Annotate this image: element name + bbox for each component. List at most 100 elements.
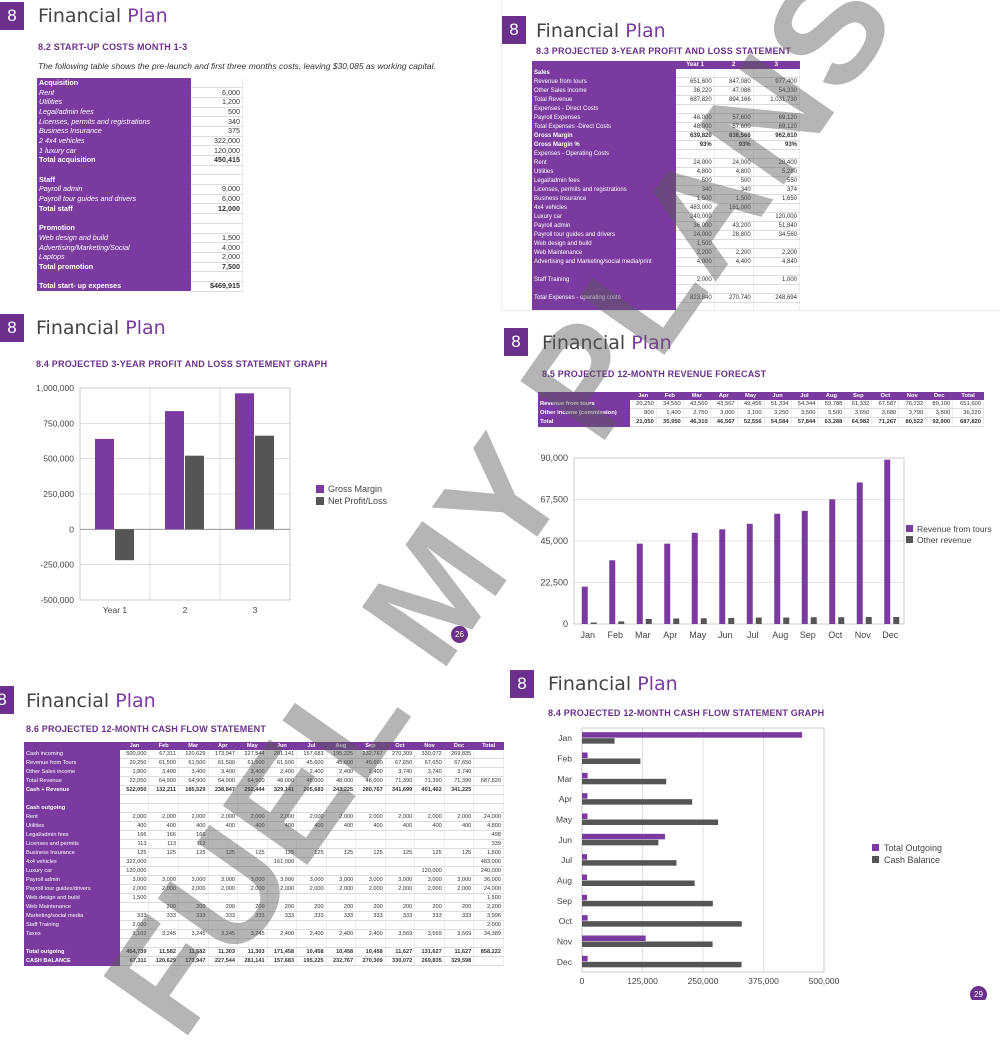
cell-value	[148, 920, 179, 930]
table-row: Total Expenses - operating costs 823,840 2…	[532, 293, 801, 303]
y-tick-label: Sep	[557, 896, 572, 906]
cell-value: 200	[208, 902, 239, 912]
bar	[801, 510, 808, 624]
cell-value: 836,566	[714, 131, 754, 141]
cell-value: 4,840	[753, 257, 801, 267]
cell-value: 2,200	[676, 248, 715, 258]
cell-value	[355, 830, 386, 840]
table-row: Total acquisition 450,415	[37, 155, 243, 166]
x-tick-label: Year 1	[103, 605, 128, 615]
bar	[582, 880, 695, 886]
cell-value	[473, 767, 504, 777]
table-row: Staff Training 2,000 2,000	[24, 920, 504, 930]
cell-value	[414, 794, 445, 804]
cell-value: 333	[296, 911, 327, 921]
cell-value: 2,200	[714, 248, 754, 258]
table-row: 1 luxury car 120,000	[37, 145, 243, 156]
row-label: Total staff	[37, 203, 191, 214]
cell-value	[753, 203, 801, 213]
bar	[865, 617, 872, 624]
y-tick-label: Dec	[557, 957, 573, 967]
table-row: Sales	[532, 69, 801, 78]
cell-value: 400	[148, 821, 179, 831]
table-row: Staff Training 2,000 1,000	[532, 275, 801, 285]
row-value	[191, 213, 243, 224]
cell-value: 71,390	[444, 776, 475, 786]
row-label: Marketing/social media	[24, 911, 120, 921]
cell-value: 270,309	[385, 750, 416, 759]
cell-value: 2,000	[414, 884, 445, 894]
cell-value: 2,000	[444, 812, 475, 822]
cell-value: 69,120	[753, 122, 801, 132]
row-label: Web design and build	[24, 893, 120, 903]
cell-value: 962,610	[753, 131, 801, 141]
cell-value: 2,000	[444, 884, 475, 894]
cell-value: 1,800	[120, 767, 150, 777]
cell-value	[714, 266, 754, 276]
legend-swatch	[316, 497, 324, 505]
cell-value	[385, 839, 416, 849]
cell-value	[178, 857, 209, 867]
cell-value: 227,544	[208, 956, 239, 966]
table-row: Acquisition	[37, 78, 243, 89]
cell-value	[385, 866, 416, 876]
y-tick-label: May	[556, 815, 573, 825]
bar	[235, 393, 254, 530]
cell-value: 173,947	[178, 956, 209, 966]
cell-value: 227,544	[237, 750, 268, 759]
y-tick-label: 22,500	[540, 578, 568, 588]
cell-value: 120,629	[178, 750, 209, 759]
table-row: Legal/admin fees 500 500 550	[532, 176, 801, 186]
cell-value	[148, 866, 179, 876]
cell-value: 20,250	[120, 758, 150, 768]
cell-value: 200	[385, 902, 416, 912]
bar	[95, 438, 114, 530]
row-label: Taxes	[24, 929, 120, 939]
legend-swatch	[906, 525, 913, 532]
column-header: Apr	[208, 742, 238, 750]
cell-value	[414, 893, 445, 903]
cell-value	[267, 830, 298, 840]
cell-value: 93%	[714, 140, 754, 150]
cell-value	[753, 149, 801, 159]
row-label: Revenue from Tours	[24, 758, 120, 768]
bar	[582, 941, 713, 947]
row-label: Gross Margin %	[532, 140, 676, 150]
row-label: Cash incoming	[24, 750, 120, 759]
y-tick-label: Feb	[557, 754, 572, 764]
cell-value: 4,400	[714, 257, 754, 267]
cell-value: 173,947	[208, 750, 239, 759]
cell-value: 185,529	[178, 785, 209, 795]
cell-value: 2,000	[178, 812, 209, 822]
cell-value	[208, 830, 239, 840]
cash-flow-table: Jan Feb Mar Apr May Jun Jul Aug Sep Oct Nov Dec Tota…	[24, 742, 504, 966]
cell-value: 2,000	[120, 812, 150, 822]
cell-value: 47,086	[714, 86, 754, 96]
x-tick-label: Dec	[882, 630, 899, 640]
y-tick-label: Mar	[557, 774, 572, 784]
cell-value: 269,835	[414, 956, 445, 966]
column-header	[24, 742, 120, 750]
cell-value	[208, 893, 239, 903]
y-tick-label: 1,000,000	[36, 383, 74, 393]
row-label: 4x4 vehicles	[532, 203, 676, 213]
x-tick-label: 250,000	[688, 976, 719, 986]
cell-value: 651,600	[952, 400, 984, 409]
cell-value: 3,000	[237, 875, 268, 885]
cell-value	[120, 902, 150, 912]
cell-value: 3,569	[385, 929, 416, 939]
table-row: Utilities 1,200	[37, 97, 243, 108]
cell-value: 3,000	[178, 875, 209, 885]
cell-value	[444, 839, 475, 849]
cell-value: 67,311	[120, 956, 150, 966]
cell-value: 454,739	[120, 947, 150, 957]
cell-value: 22,050	[120, 776, 150, 786]
cell-value: 3,800	[925, 408, 954, 418]
legend-label: Net Profit/Loss	[328, 496, 388, 506]
cell-value	[714, 212, 754, 222]
column-header: Nov	[414, 742, 445, 750]
table-row: Total Expenses -Direct Costs 48,000 57,600…	[532, 122, 801, 132]
bar	[582, 894, 588, 901]
cell-value	[385, 938, 416, 948]
table-row: Business Insurance 375	[37, 126, 243, 137]
